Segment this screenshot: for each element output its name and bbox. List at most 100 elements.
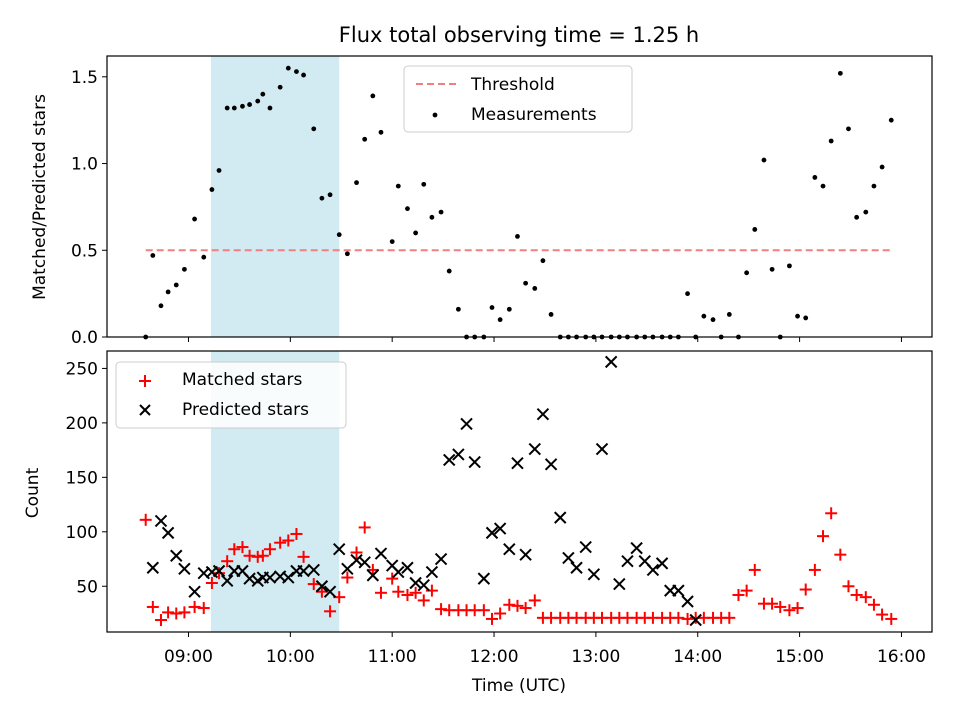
matched-star-point — [885, 612, 898, 625]
matched-star-point — [486, 612, 498, 625]
measurement-point — [455, 306, 461, 312]
matched-star-point — [139, 513, 152, 526]
measurement-point — [489, 305, 495, 310]
measurement-point — [863, 209, 869, 215]
matched-star-point — [740, 584, 753, 597]
predicted-star-point — [528, 442, 541, 456]
measurement-point — [158, 303, 164, 309]
predicted-star-point — [307, 563, 320, 577]
measurement-point — [879, 164, 885, 170]
matched-star-point — [366, 563, 379, 576]
measurement-point — [820, 183, 826, 189]
predicted-star-point — [452, 448, 465, 461]
measurement-point — [209, 187, 215, 192]
measurement-point — [231, 105, 237, 111]
matched-star-point — [834, 548, 847, 561]
predicted-star-point — [392, 565, 405, 579]
matched-star-point — [205, 576, 218, 589]
legend-predicted-swatch — [139, 404, 151, 416]
matched-star-point — [162, 606, 175, 619]
matched-star-point — [808, 563, 821, 576]
measurement-point — [319, 195, 325, 201]
measurement-point — [224, 105, 230, 111]
matched-star-point — [315, 585, 328, 598]
bottom-x-tick-label: 15:00 — [775, 647, 824, 667]
matched-star-point — [251, 550, 264, 563]
predicted-star-point — [425, 565, 439, 579]
measurement-point — [389, 239, 395, 244]
bottom-legend: Matched stars Predicted stars — [115, 361, 347, 429]
predicted-star-point — [485, 526, 499, 540]
predicted-star-point — [282, 571, 295, 584]
matched-star-point — [519, 602, 532, 615]
measurement-point — [413, 230, 419, 236]
matched-star-point — [256, 549, 269, 562]
top-shaded-region — [210, 56, 340, 337]
matched-star-point — [494, 607, 507, 620]
predicted-star-point — [579, 540, 592, 554]
matched-star-point — [842, 580, 855, 593]
measurement-point — [294, 69, 299, 75]
matched-star-point — [228, 543, 241, 556]
measurement-point — [301, 72, 306, 78]
top-legend-box — [403, 65, 633, 133]
matched-star-point — [274, 536, 287, 549]
bottom-y-tick-label: 200 — [66, 414, 98, 434]
matched-star-point — [799, 583, 812, 596]
matched-star-point — [243, 549, 256, 562]
predicted-star-point — [646, 563, 660, 577]
measurement-point — [532, 286, 538, 291]
predicted-star-point — [434, 552, 448, 566]
measurement-point — [769, 266, 775, 272]
top-plot-frame — [106, 55, 933, 338]
measurement-point — [837, 70, 843, 76]
measurement-point — [701, 313, 707, 319]
predicted-star-point — [297, 564, 310, 578]
predicted-star-point — [681, 595, 694, 608]
measurement-point — [378, 129, 384, 135]
measurement-point — [173, 282, 179, 288]
matched-star-point — [178, 606, 191, 619]
measurement-point — [285, 65, 291, 71]
measurement-point — [429, 214, 435, 220]
matched-star-point — [766, 597, 779, 610]
legend-matched-swatch — [139, 375, 151, 387]
predicted-star-point — [220, 574, 234, 588]
predicted-star-point — [477, 572, 491, 585]
predicted-star-point — [519, 548, 532, 561]
top-y-axis: 0.0 0.5 1.0 1.5 — [71, 68, 107, 348]
legend-measurements-swatch — [432, 112, 438, 118]
top-y-tick-label: 1.5 — [71, 68, 98, 88]
predicted-star-point — [536, 407, 550, 421]
matched-star-point — [867, 598, 880, 611]
measurement-point — [523, 280, 529, 286]
predicted-star-point — [672, 584, 685, 597]
top-legend: Threshold Measurements — [403, 65, 633, 133]
top-panel: 0.0 0.5 1.0 1.5 Flux total observing time =… — [30, 23, 933, 348]
matched-star-point — [290, 527, 303, 540]
matched-star-point — [417, 594, 430, 607]
measurement-point — [311, 126, 317, 132]
matched-star-point — [723, 611, 736, 624]
measurement-point — [812, 175, 818, 180]
matched-stars-series — [139, 507, 898, 627]
bottom-y-tick-label: 250 — [66, 359, 98, 379]
measurement-point — [752, 227, 758, 232]
matched-star-point — [791, 602, 804, 615]
predicted-star-point — [333, 543, 346, 556]
top-y-tick-label: 1.0 — [71, 155, 98, 175]
measurement-point — [344, 251, 350, 257]
matched-star-point — [324, 605, 337, 618]
matched-star-point — [859, 591, 872, 604]
top-y-tick-label: 0.5 — [71, 241, 98, 261]
measurement-point — [540, 258, 546, 264]
matched-star-point — [386, 572, 399, 585]
bottom-y-tick-label: 100 — [66, 523, 98, 543]
matched-star-point — [350, 546, 363, 559]
predicted-star-point — [374, 547, 388, 560]
legend-measurements-label: Measurements — [471, 105, 597, 125]
predicted-star-point — [315, 580, 329, 593]
bottom-y-axis: 50 100 150 200 250 — [66, 359, 107, 597]
bottom-panel: 50 100 150 200 250 09:00 10:00 11:00 12:00 13:00… — [23, 350, 933, 696]
